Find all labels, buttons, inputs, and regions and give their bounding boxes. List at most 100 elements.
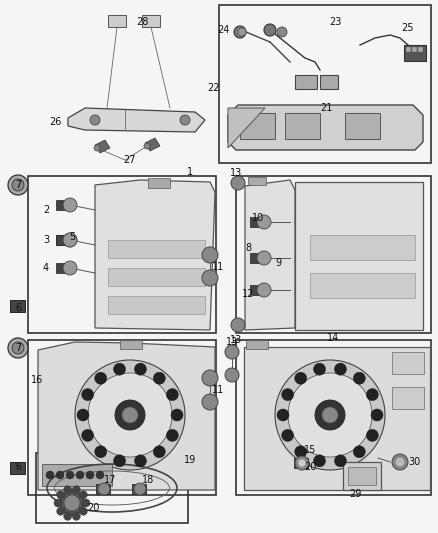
Text: 20: 20 <box>87 503 99 513</box>
Circle shape <box>57 491 65 499</box>
Polygon shape <box>95 180 215 330</box>
Bar <box>56 235 66 245</box>
Circle shape <box>82 499 90 507</box>
Bar <box>56 263 66 273</box>
Bar <box>406 47 411 52</box>
Bar <box>412 47 417 52</box>
Text: 1: 1 <box>187 167 193 177</box>
Circle shape <box>88 373 172 457</box>
Circle shape <box>277 409 289 421</box>
Circle shape <box>392 454 408 470</box>
Circle shape <box>60 491 84 515</box>
Circle shape <box>64 495 80 511</box>
Text: 11: 11 <box>212 262 224 272</box>
Circle shape <box>238 28 246 36</box>
Text: 27: 27 <box>124 155 136 165</box>
Bar <box>295 75 317 89</box>
Circle shape <box>8 175 28 195</box>
Circle shape <box>86 471 94 479</box>
Polygon shape <box>145 138 160 151</box>
Circle shape <box>231 176 245 190</box>
Circle shape <box>79 507 87 515</box>
Circle shape <box>63 233 77 247</box>
Polygon shape <box>228 105 423 150</box>
Text: 12: 12 <box>242 289 254 299</box>
Text: 9: 9 <box>275 258 281 268</box>
Circle shape <box>231 318 245 332</box>
Circle shape <box>64 486 72 494</box>
Circle shape <box>76 471 84 479</box>
Text: 29: 29 <box>349 489 361 499</box>
Circle shape <box>144 143 150 149</box>
Circle shape <box>353 372 365 384</box>
Circle shape <box>115 400 145 430</box>
Circle shape <box>295 372 307 384</box>
Circle shape <box>202 270 218 286</box>
Circle shape <box>257 215 271 229</box>
Circle shape <box>134 455 146 467</box>
Circle shape <box>94 145 100 151</box>
Bar <box>148 178 170 188</box>
Bar <box>142 15 160 27</box>
Polygon shape <box>95 140 110 153</box>
Circle shape <box>66 471 74 479</box>
Bar <box>108 15 126 27</box>
Text: 15: 15 <box>304 445 316 455</box>
Bar <box>404 45 426 61</box>
Text: 4: 4 <box>43 263 49 273</box>
Circle shape <box>366 430 378 441</box>
Text: 19: 19 <box>184 455 196 465</box>
Bar <box>250 253 260 263</box>
Circle shape <box>202 394 218 410</box>
Circle shape <box>72 512 80 520</box>
Circle shape <box>56 471 64 479</box>
Bar <box>310 235 415 260</box>
Bar <box>392 352 424 374</box>
Circle shape <box>180 115 190 125</box>
Circle shape <box>113 455 126 467</box>
Text: 3: 3 <box>43 235 49 245</box>
Bar <box>56 200 66 210</box>
Bar <box>250 217 260 227</box>
Circle shape <box>371 409 383 421</box>
Text: 22: 22 <box>207 83 219 93</box>
Text: 23: 23 <box>329 17 341 27</box>
Bar <box>246 340 268 349</box>
Polygon shape <box>68 108 205 132</box>
Circle shape <box>72 486 80 494</box>
Text: 26: 26 <box>49 117 61 127</box>
Circle shape <box>12 342 24 354</box>
Circle shape <box>322 407 338 423</box>
Text: 17: 17 <box>104 475 116 485</box>
Circle shape <box>366 389 378 401</box>
Bar <box>28 340 216 495</box>
Bar <box>285 113 320 139</box>
Circle shape <box>282 430 293 441</box>
Circle shape <box>79 491 87 499</box>
Circle shape <box>54 499 62 507</box>
Polygon shape <box>108 240 205 258</box>
Text: 25: 25 <box>402 23 414 33</box>
Text: 8: 8 <box>245 243 251 253</box>
Circle shape <box>63 233 77 247</box>
Bar <box>219 5 431 163</box>
Circle shape <box>335 363 346 375</box>
Bar <box>36 453 188 523</box>
Bar <box>120 340 142 349</box>
Polygon shape <box>108 296 205 314</box>
Circle shape <box>295 456 309 470</box>
Circle shape <box>257 283 271 297</box>
Text: 5: 5 <box>69 232 75 242</box>
Circle shape <box>288 373 372 457</box>
Bar <box>345 113 380 139</box>
Circle shape <box>77 409 89 421</box>
Polygon shape <box>228 108 265 148</box>
Circle shape <box>264 24 276 36</box>
Bar <box>240 113 275 139</box>
Text: 10: 10 <box>252 213 264 223</box>
Text: 24: 24 <box>217 25 230 35</box>
Circle shape <box>202 247 218 263</box>
Text: 13: 13 <box>230 335 242 345</box>
Bar <box>42 464 112 486</box>
Circle shape <box>90 115 100 125</box>
